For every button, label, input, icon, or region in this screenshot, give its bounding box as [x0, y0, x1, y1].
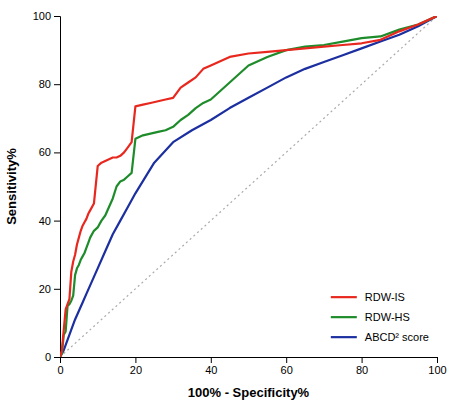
line	[60, 16, 437, 357]
tick-label: 100	[33, 10, 51, 22]
legend-swatch	[331, 336, 357, 338]
tick: 60	[281, 357, 293, 376]
tick: 60	[39, 146, 60, 158]
tick-label: 0	[57, 364, 63, 376]
tick-mark	[286, 357, 287, 363]
tick-mark	[54, 152, 60, 153]
tick-label: 40	[205, 364, 217, 376]
tick: 40	[39, 215, 60, 227]
x-axis: 0 20 40 60 80 100	[57, 357, 446, 376]
legend-item: ABCD² score	[331, 331, 429, 343]
axis-line	[61, 358, 438, 364]
tick-mark	[54, 357, 60, 358]
tick-label: 0	[45, 351, 51, 363]
tick: 100	[33, 10, 60, 22]
tick-label: 80	[39, 78, 51, 90]
tick-mark	[211, 357, 212, 363]
y-axis-title: Sensitivity%	[4, 148, 19, 225]
tick-label: 80	[356, 364, 368, 376]
legend-item: RDW-IS	[331, 291, 405, 303]
tick: 20	[39, 283, 60, 295]
x-axis-title: 100% - Specificity%	[188, 385, 310, 400]
tick-mark	[437, 357, 438, 363]
tick: 40	[205, 357, 217, 376]
tick-label: 60	[39, 146, 51, 158]
reference-diagonal	[60, 16, 437, 357]
axis-line	[54, 17, 61, 358]
tick-label: 60	[281, 364, 293, 376]
tick: 100	[428, 357, 446, 376]
tick: 80	[356, 357, 368, 376]
line	[60, 16, 437, 357]
tick: 0	[57, 357, 63, 376]
legend-swatch	[331, 316, 357, 318]
tick: 20	[130, 357, 142, 376]
tick-mark	[362, 357, 363, 363]
tick: 80	[39, 78, 60, 90]
tick-mark	[135, 357, 136, 363]
y-axis: 0 20 40 60 80 100	[33, 10, 61, 363]
legend-item: RDW-HS	[331, 311, 410, 323]
legend-label: RDW-IS	[365, 291, 405, 303]
legend-label: RDW-HS	[365, 311, 410, 323]
chart: 0 20 40 60 80 100 0 20 40 60 80 100 RDW-IS RDW-HS ABCD…	[0, 0, 459, 409]
marks	[60, 16, 437, 357]
tick-mark	[54, 16, 60, 17]
legend-label: ABCD² score	[365, 331, 429, 343]
legend: RDW-IS RDW-HS ABCD² score	[331, 291, 429, 343]
tick-label: 20	[130, 364, 142, 376]
tick-mark	[54, 289, 60, 290]
plot: 0 20 40 60 80 100 0 20 40 60 80 100 RDW-IS RDW-HS ABCD…	[33, 10, 447, 376]
legend-swatch	[331, 296, 357, 298]
tick-mark	[54, 84, 60, 85]
tick-mark	[54, 221, 60, 222]
line	[60, 16, 437, 357]
tick: 0	[45, 351, 60, 363]
tick-label: 20	[39, 283, 51, 295]
tick-label: 100	[428, 364, 446, 376]
tick-label: 40	[39, 215, 51, 227]
